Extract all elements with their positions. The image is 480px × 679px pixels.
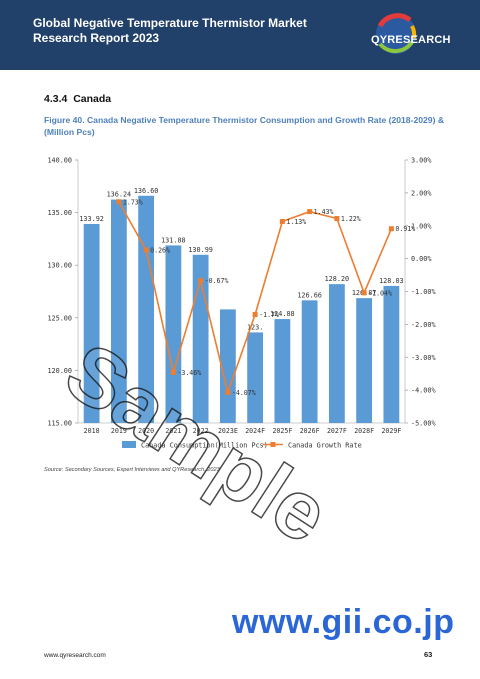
bar	[328, 284, 345, 423]
growth-rate-marker	[388, 226, 394, 232]
growth-data-label: 1.22%	[341, 215, 361, 223]
legend-bar-label: Canada Consumption(Million Pcs)	[141, 442, 268, 450]
bar	[165, 245, 182, 423]
growth-data-label: 0.91%	[395, 225, 415, 233]
y2-tick-label: 3.00%	[411, 157, 431, 165]
y2-tick-label: -5.00%	[411, 420, 436, 428]
bar-data-label: 124.88	[270, 310, 295, 318]
qyresearch-logo	[376, 13, 417, 54]
y-tick-label: 120.00	[47, 367, 72, 375]
logo-text: QYRESEARCH	[371, 34, 451, 46]
growth-data-label: -3.46%	[177, 369, 201, 377]
source-note: Source: Secondary Sources, Expert Interv…	[44, 467, 220, 473]
y-tick-label: 125.00	[47, 314, 72, 322]
growth-rate-marker	[279, 218, 285, 224]
bar-data-label: 130.99	[188, 246, 213, 254]
y2-tick-label: 1.00%	[411, 222, 431, 230]
gii-url: www.gii.co.jp	[232, 603, 455, 641]
growth-data-label: -1.7%	[259, 311, 279, 319]
growth-data-label: 1.13%	[286, 218, 306, 226]
x-tick-label: 2020	[138, 427, 154, 435]
x-tick-label: 2021	[165, 427, 181, 435]
x-tick-label: 2023E	[218, 427, 238, 435]
bar	[247, 332, 264, 423]
section-title: Canada	[73, 93, 112, 105]
section-heading: 4.3.4 Canada	[44, 93, 111, 105]
growth-data-label: 1.73%	[123, 198, 143, 206]
bar-data-label: 131.88	[161, 236, 186, 244]
consumption-growth-chart: 115.00 120.00 125.00 130.00 135.00 140.00 -5.0…	[47, 157, 436, 450]
bar-data-label: 136.60	[134, 187, 159, 195]
growth-data-label: -1.04%	[368, 289, 392, 297]
x-tick-label: 2027F	[327, 427, 347, 435]
x-tick-label: 2026F	[300, 427, 320, 435]
report-title: Global Negative Temperature Thermistor M…	[33, 16, 307, 45]
growth-rate-marker	[361, 290, 367, 296]
growth-data-label: 1.43%	[314, 208, 334, 216]
y2-tick-label: -3.00%	[411, 354, 436, 362]
y-tick-label: 135.00	[47, 209, 72, 217]
bar	[356, 298, 373, 423]
bar-data-label: 133.92	[79, 215, 104, 223]
growth-rate-marker	[252, 312, 258, 318]
growth-data-label: -0.67%	[205, 277, 229, 285]
y-tick-label: 130.00	[47, 262, 72, 270]
y2-tick-label: 2.00%	[411, 189, 431, 197]
y-tick-label: 115.00	[47, 420, 72, 428]
bar	[110, 199, 127, 423]
legend-line-label: Canada Growth Rate	[288, 442, 362, 450]
bar-data-label: 126.66	[297, 291, 322, 299]
report-header: Global Negative Temperature Thermistor M…	[0, 0, 480, 70]
bar	[83, 223, 100, 423]
x-tick-label: 2025F	[272, 427, 292, 435]
growth-rate-marker	[116, 199, 122, 205]
bar	[301, 300, 318, 423]
growth-rate-marker	[170, 369, 176, 375]
bar-data-label: 123.	[247, 323, 263, 331]
section-number: 4.3.4	[44, 93, 68, 105]
growth-data-label: -4.07%	[232, 389, 256, 397]
footer-url: www.qyresearch.com	[44, 652, 106, 659]
x-tick-label: 2022	[193, 427, 209, 435]
growth-data-label: 0.26%	[150, 247, 170, 255]
growth-rate-marker	[307, 209, 313, 215]
x-tick-label: 2024F	[245, 427, 265, 435]
legend-line-marker	[270, 442, 276, 447]
growth-rate-marker	[198, 278, 204, 284]
x-tick-label: 2028F	[354, 427, 374, 435]
y2-tick-label: -4.00%	[411, 387, 436, 395]
x-tick-label: 2019	[111, 427, 127, 435]
y-tick-label: 140.00	[47, 157, 72, 165]
bar	[383, 285, 400, 423]
bar-data-label: 136.24	[107, 191, 132, 199]
bar	[274, 319, 291, 423]
x-tick-label: 2029F	[381, 427, 401, 435]
bar-data-label: 128.03	[379, 277, 404, 285]
legend-bar-swatch	[122, 441, 136, 448]
figure-title: Figure 40. Canada Negative Temperature T…	[44, 115, 445, 137]
y2-tick-label: -1.00%	[411, 288, 436, 296]
y2-tick-label: -2.00%	[411, 321, 436, 329]
x-tick-label: 2018	[84, 427, 100, 435]
bar-data-label: 128.20	[325, 275, 350, 283]
bar	[219, 309, 236, 423]
y2-tick-label: 0.00%	[411, 255, 431, 263]
growth-rate-marker	[334, 216, 340, 222]
growth-rate-marker	[143, 247, 149, 253]
bar	[138, 195, 155, 423]
growth-rate-marker	[225, 389, 231, 395]
page-number: 63	[424, 650, 433, 659]
